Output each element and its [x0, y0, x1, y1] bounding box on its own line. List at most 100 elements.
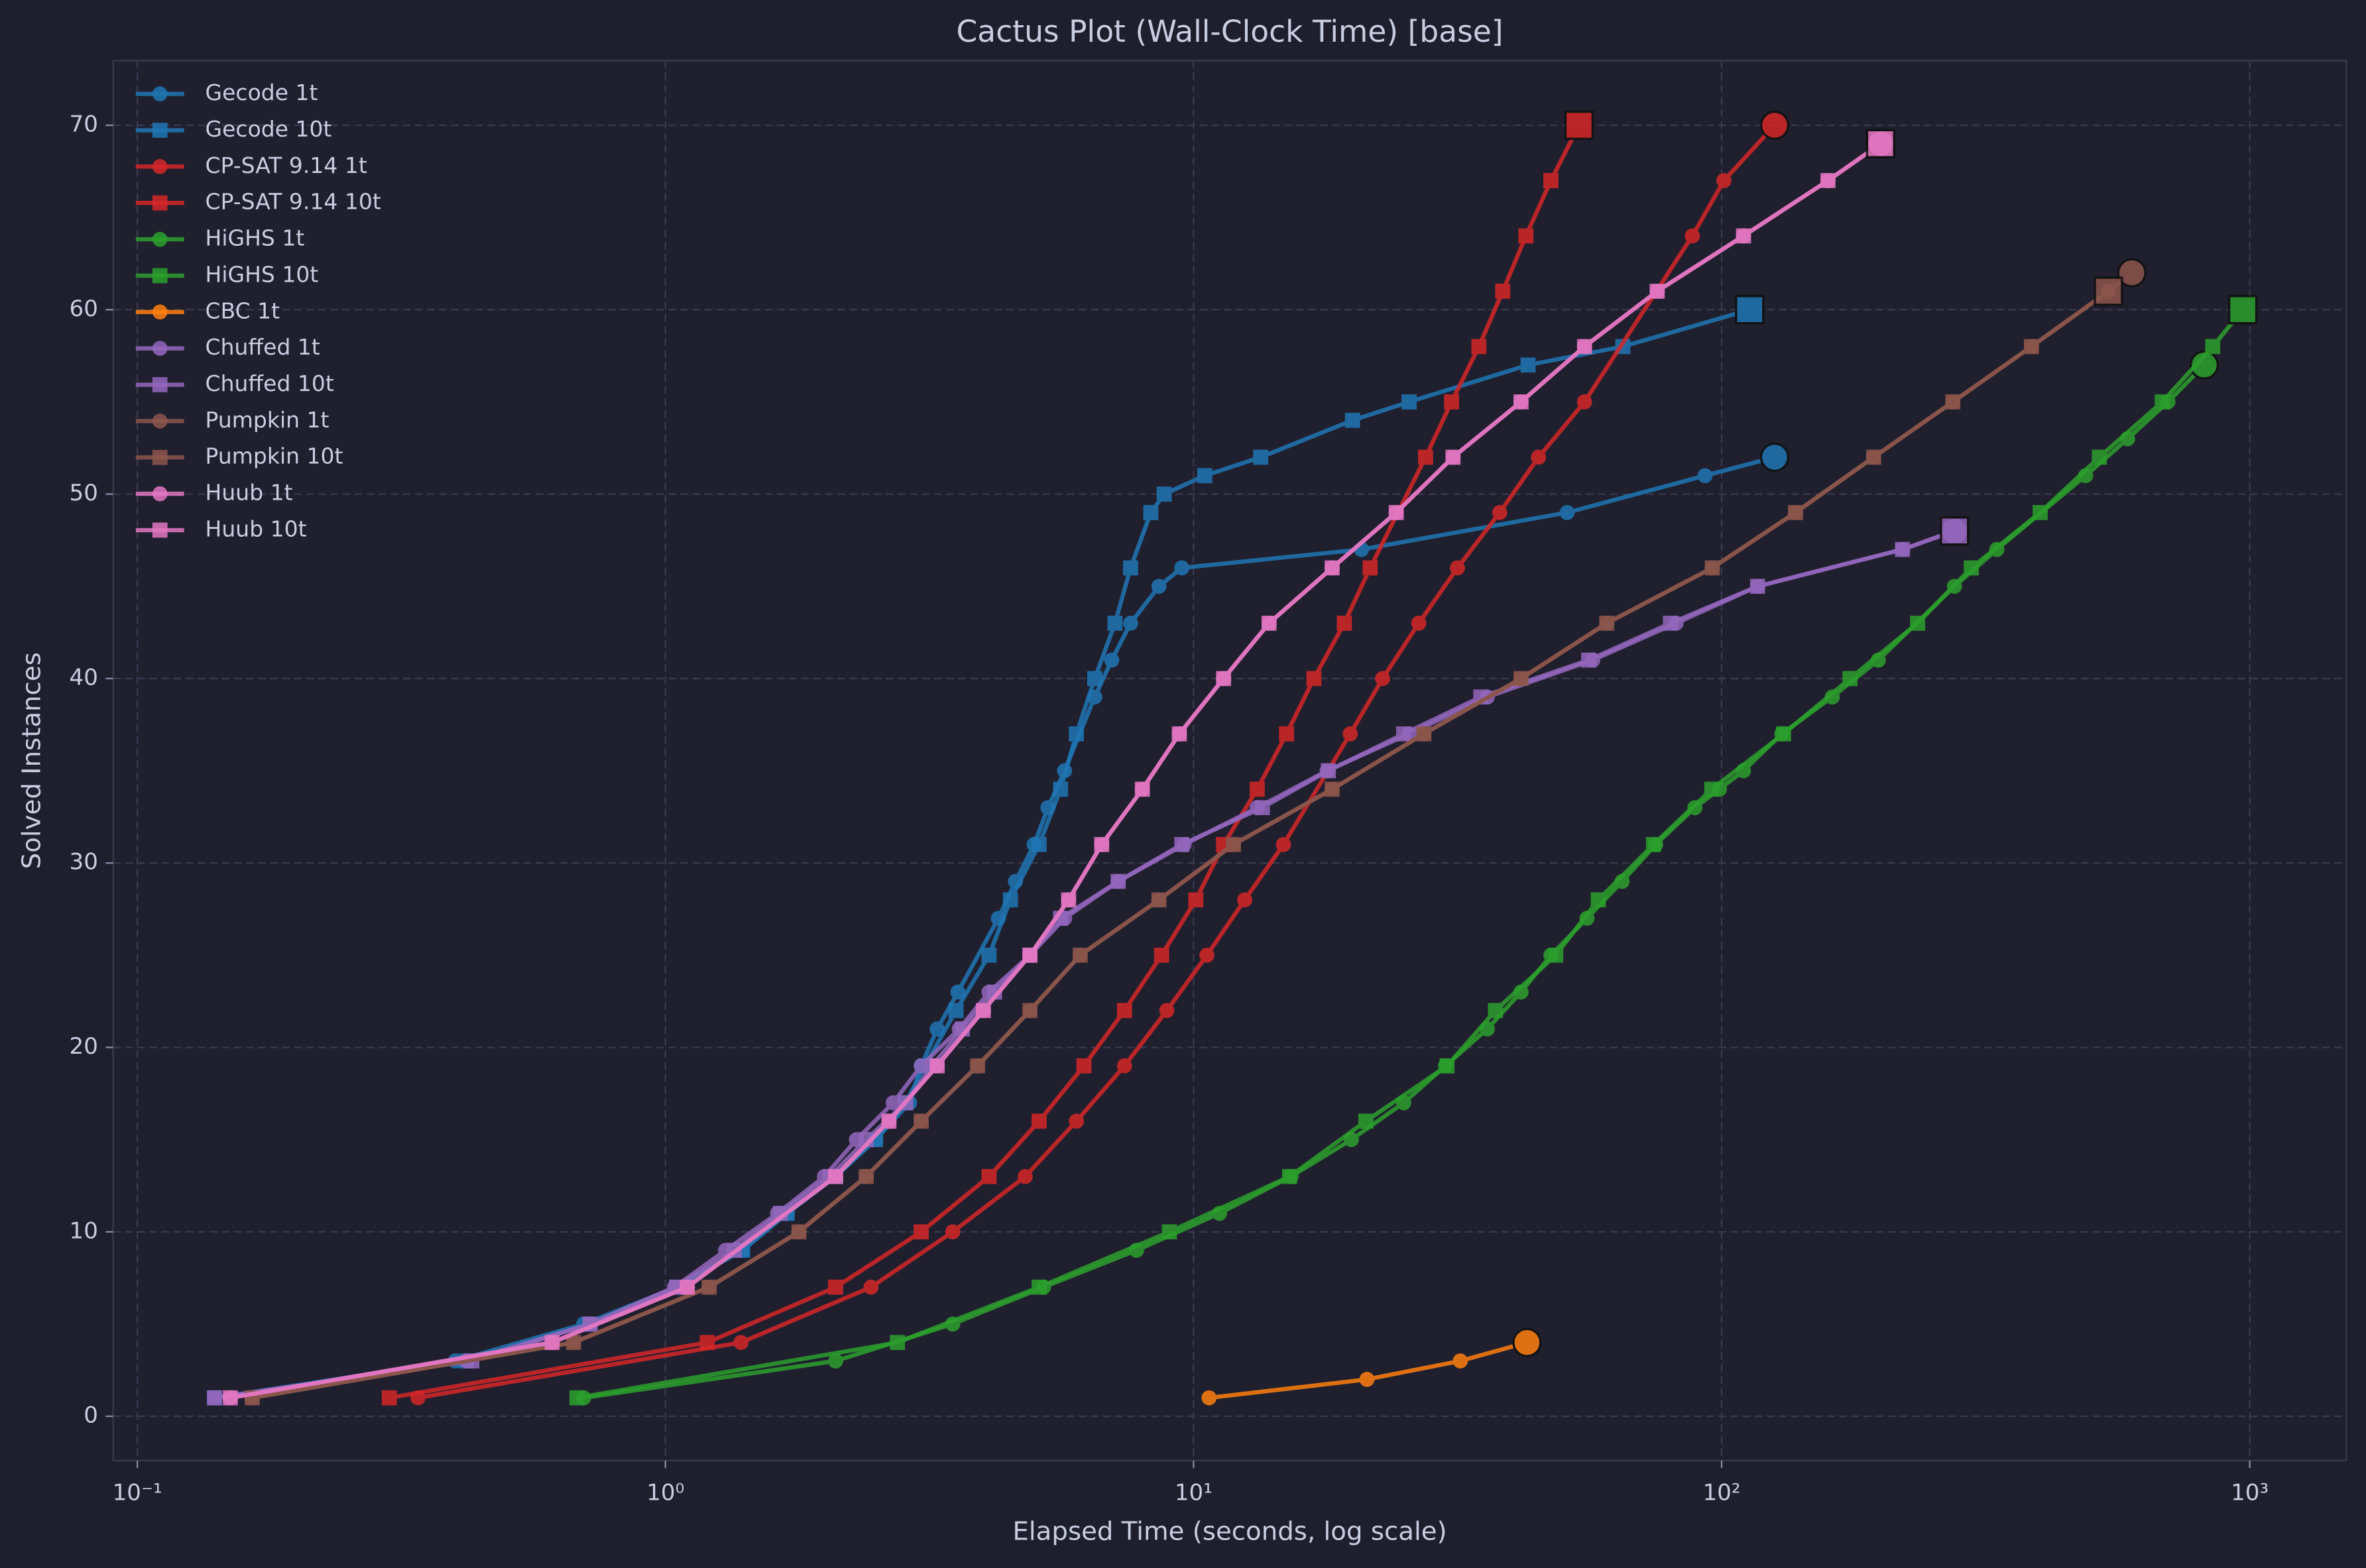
- legend-marker: [152, 195, 168, 211]
- y-tick-label: 40: [70, 664, 98, 691]
- marker: [1358, 1113, 1374, 1129]
- y-tick-label: 30: [70, 849, 98, 875]
- marker: [1820, 173, 1836, 188]
- legend-marker: [152, 158, 168, 174]
- marker: [1279, 726, 1295, 742]
- legend-marker: [152, 304, 168, 320]
- marker: [569, 1390, 585, 1406]
- marker: [1704, 560, 1720, 576]
- marker: [945, 1224, 961, 1240]
- x-tick-label: 10⁰: [646, 1479, 684, 1506]
- marker: [2205, 339, 2221, 355]
- marker: [1116, 1058, 1132, 1074]
- marker: [976, 1003, 991, 1019]
- legend-label: Pumpkin 1t: [206, 407, 329, 433]
- marker: [890, 1335, 906, 1351]
- marker: [1788, 505, 1803, 520]
- legend-marker: [152, 486, 168, 502]
- marker: [1411, 616, 1427, 631]
- marker: [1275, 836, 1291, 852]
- marker: [2092, 449, 2107, 465]
- marker: [1518, 228, 1534, 244]
- marker: [1171, 726, 1187, 742]
- marker: [1226, 836, 1241, 852]
- marker: [680, 1279, 695, 1295]
- marker: [1336, 616, 1352, 631]
- marker: [858, 1168, 874, 1184]
- marker: [1321, 763, 1336, 779]
- marker: [948, 1003, 964, 1019]
- marker: [1513, 671, 1529, 687]
- marker: [1174, 560, 1190, 576]
- series: [569, 295, 2258, 1406]
- marker: [2033, 505, 2048, 520]
- marker: [1581, 652, 1596, 668]
- marker: [1069, 726, 1085, 742]
- marker: [1559, 505, 1575, 520]
- marker: [929, 1058, 945, 1074]
- marker: [699, 1335, 715, 1351]
- legend-marker: [152, 413, 168, 429]
- series: [1201, 1327, 1542, 1406]
- marker: [1531, 449, 1547, 465]
- marker: [1325, 560, 1340, 576]
- marker: [1452, 1353, 1468, 1369]
- marker: [1663, 616, 1679, 631]
- marker: [828, 1168, 843, 1184]
- marker: [1824, 689, 1840, 705]
- marker: [1450, 560, 1465, 576]
- marker: [1254, 800, 1270, 816]
- marker: [929, 1021, 945, 1037]
- marker: [1018, 1168, 1033, 1184]
- x-tick-label: 10¹: [1175, 1479, 1213, 1506]
- y-tick-label: 20: [70, 1033, 98, 1060]
- legend: Gecode 1t Gecode 10t CP-SAT 9.14 1t CP-SAT …: [135, 80, 381, 541]
- marker: [1104, 652, 1120, 668]
- plot-area: [112, 60, 2347, 1461]
- marker: [733, 1335, 749, 1351]
- marker: [1776, 726, 1791, 742]
- marker: [1032, 1113, 1047, 1129]
- legend-label: CBC 1t: [206, 298, 280, 323]
- marker: [1576, 339, 1592, 355]
- marker: [950, 984, 966, 1000]
- marker: [970, 1058, 986, 1074]
- marker: [828, 1279, 843, 1295]
- marker: [1344, 412, 1360, 428]
- marker: [1759, 442, 1790, 473]
- legend-marker: [152, 268, 168, 284]
- marker: [1156, 486, 1172, 502]
- series: [410, 110, 1790, 1406]
- marker: [1359, 1372, 1375, 1387]
- legend-marker: [152, 341, 168, 357]
- marker: [1261, 616, 1277, 631]
- marker: [1325, 781, 1340, 797]
- marker: [1599, 616, 1615, 631]
- legend-label: Huub 1t: [206, 480, 293, 506]
- marker: [565, 1335, 581, 1351]
- marker: [1087, 671, 1102, 687]
- marker: [1495, 284, 1511, 299]
- marker: [1396, 726, 1411, 742]
- marker: [1895, 541, 1911, 557]
- marker: [1697, 468, 1713, 484]
- legend-label: HiGHS 10t: [206, 261, 319, 287]
- marker: [914, 1113, 929, 1129]
- marker: [381, 1390, 397, 1406]
- marker: [1964, 560, 1980, 576]
- marker: [1444, 394, 1459, 410]
- legend-label: Pumpkin 10t: [206, 443, 343, 469]
- marker: [1073, 947, 1088, 963]
- legend-label: Chuffed 10t: [206, 370, 334, 396]
- marker: [914, 1224, 929, 1240]
- x-axis-label: Elapsed Time (seconds, log scale): [1012, 1517, 1447, 1547]
- marker: [1123, 616, 1138, 631]
- y-tick-label: 50: [70, 480, 98, 506]
- x-tick-label: 10³: [2231, 1479, 2269, 1506]
- marker: [2094, 276, 2123, 306]
- series: [245, 276, 2123, 1406]
- marker: [1685, 228, 1700, 244]
- marker: [881, 1113, 897, 1129]
- series-group: [207, 110, 2258, 1406]
